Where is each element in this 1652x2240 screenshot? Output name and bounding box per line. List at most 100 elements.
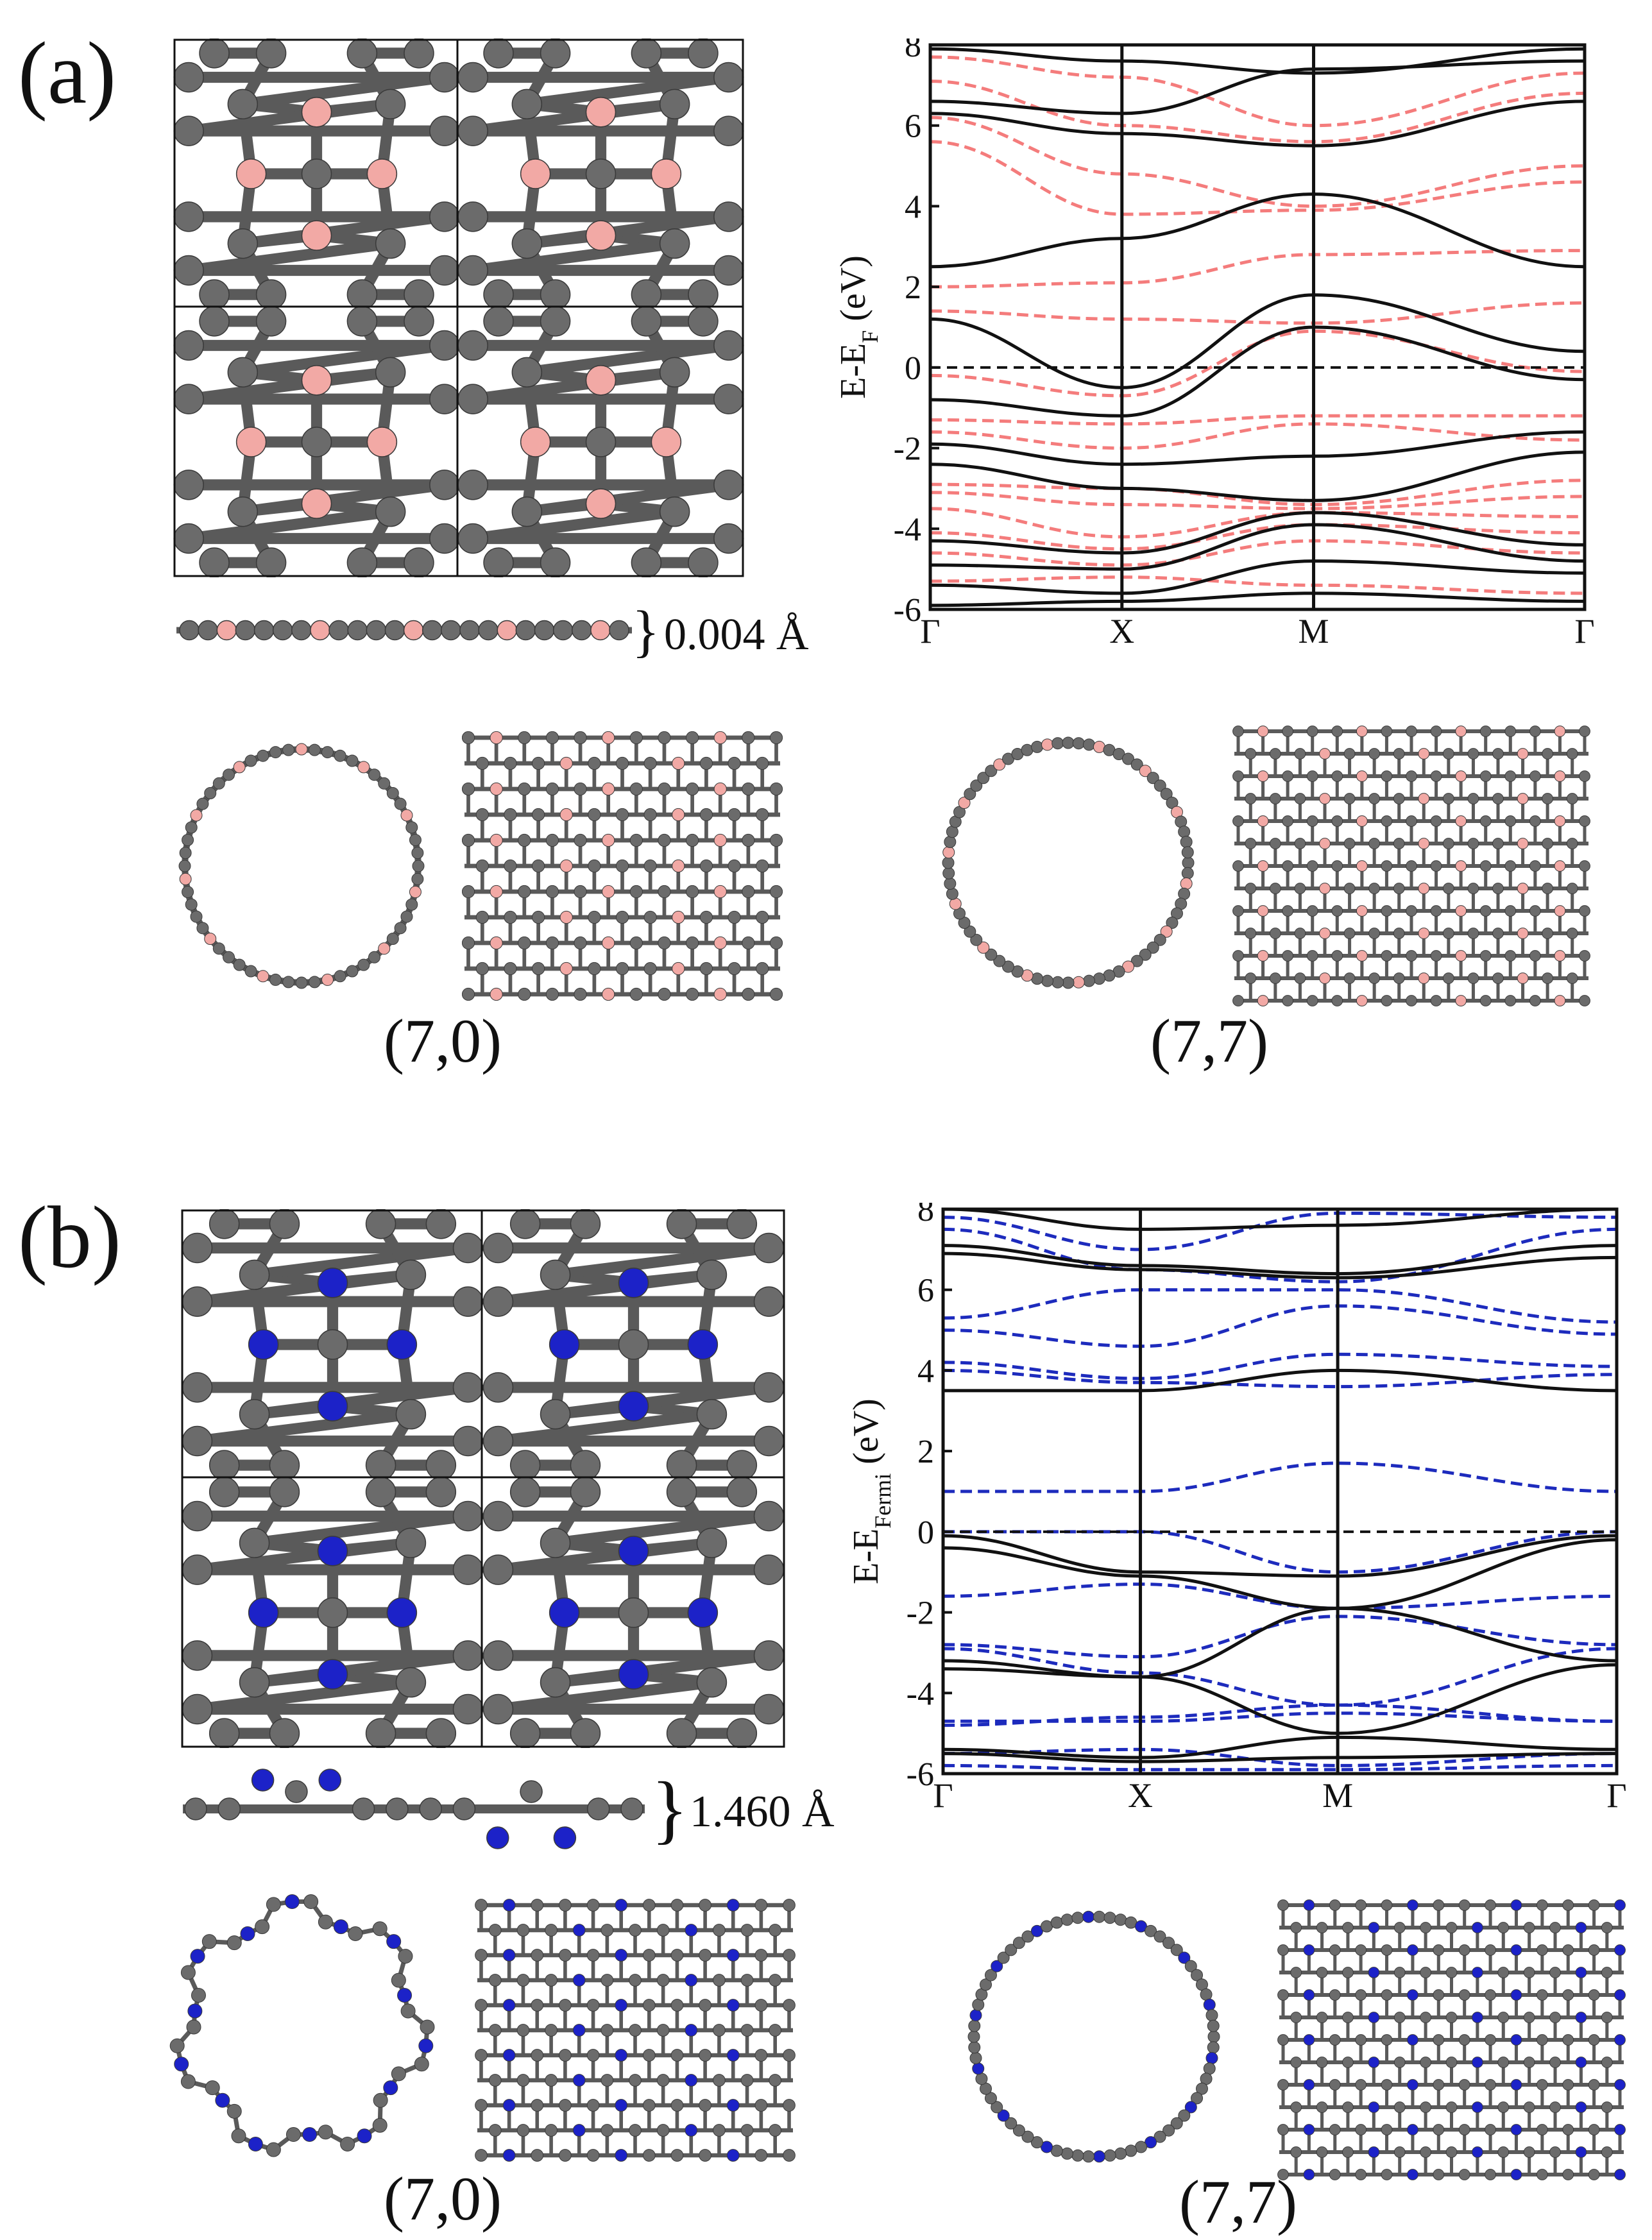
carbon-atom [620,1797,643,1820]
carbon-atom [756,859,769,873]
carbon-atom [531,859,545,873]
carbon-atom [1504,860,1517,872]
carbon-atom [688,279,719,310]
carbon-atom [509,1209,541,1239]
carbon-atom [1122,752,1134,765]
carbon-atom [457,255,488,286]
carbon-atom [600,2024,614,2037]
carbon-atom [570,1450,601,1481]
carbon-atom [1381,725,1393,737]
carbon-atom [586,1999,600,2012]
heteroatom [1614,2079,1626,2091]
heteroatom [1203,1998,1216,2011]
carbon-atom [482,1640,514,1671]
heteroatom [1418,928,1430,939]
carbon-atom [1331,770,1343,782]
carbon-atom [375,89,406,120]
carbon-atom [398,1949,413,1964]
carbon-atom [600,2074,614,2087]
carbon-atom [629,936,643,950]
carbon-atom [659,228,690,259]
carbon-atom [1316,2101,1328,2113]
carbon-atom [1492,748,1504,759]
carbon-atom [1355,1989,1367,2001]
carbon-atom [1458,2169,1470,2180]
carbon-atom [1030,2136,1043,2149]
spin-polarized-band [943,1582,1617,1610]
carbon-atom [198,620,218,641]
carbon-atom [1103,2149,1116,2162]
spin-polarized-band [943,1711,1617,1723]
carbon-atom [1012,1937,1025,1949]
carbon-atom [1406,995,1417,1006]
spin-polarized-band [943,1703,1617,1727]
heteroatom [1554,995,1566,1006]
carbon-atom [414,2057,429,2072]
heteroatom [1614,1944,1626,1956]
carbon-atom [366,620,387,641]
spin-polarized-band [943,1530,1617,1574]
carbon-atom [1393,2057,1406,2068]
carbon-atom [1588,1944,1600,1956]
heteroatom [1455,905,1467,917]
heteroatom [572,1924,586,1937]
carbon-atom [642,1899,656,1912]
carbon-atom [586,2049,600,2062]
carbon-atom [1442,838,1454,849]
heteroatom [602,885,615,899]
carbon-atom [282,743,295,756]
carbon-atom [643,808,657,822]
carbon-atom [713,1974,726,1987]
carbon-atom [964,788,976,801]
carbon-atom [1306,995,1318,1006]
heteroatom [726,2049,740,2062]
heteroatom [618,1659,649,1690]
carbon-atom [1041,974,1054,987]
carbon-atom [255,1919,270,1935]
carbon-atom [1269,793,1281,804]
heteroatom [1510,2034,1522,2046]
heteroatom [1418,793,1430,804]
carbon-atom [1492,883,1504,894]
band-lines [930,47,1585,607]
carbon-atom [1433,2034,1445,2046]
heteroatom [685,1974,698,1987]
carbon-atom [685,782,699,796]
heteroatom [1319,838,1331,849]
heteroatom [651,427,682,457]
heteroatom [1614,2124,1626,2135]
carbon-atom [643,756,657,770]
heteroatom [1575,2057,1587,2068]
carbon-atom [282,976,295,988]
carbon-atom [1542,793,1554,804]
carbon-atom [1442,972,1454,984]
carbon-atom [346,306,378,337]
carbon-atom [1205,2009,1218,2022]
carbon-atom [699,2149,711,2162]
carbon-atom [255,279,287,310]
heteroatom [190,1949,205,1964]
heteroatom [1614,2034,1626,2046]
carbon-atom [201,1934,217,1949]
carbon-atom [291,620,312,641]
carbon-atom [411,847,424,860]
carbon-atom [1294,928,1306,939]
carbon-atom [301,158,332,189]
band [930,99,1585,148]
carbon-atom [754,2099,768,2112]
heteroatom [602,936,615,950]
heteroatom [1356,950,1368,962]
carbon-atom [409,834,422,847]
carbon-atom [173,470,204,500]
carbon-atom [186,2019,201,2035]
heteroatom [615,2099,628,2112]
carbon-atom [540,1398,571,1430]
band [930,511,1585,555]
carbon-atom [1406,860,1417,872]
heteroatom [1356,815,1368,827]
y-tick-label: 8 [905,38,921,64]
carbon-atom [1566,972,1578,984]
carbon-atom [1430,815,1442,827]
carbon-atom [1277,2034,1289,2046]
carbon-atom [1207,2019,1220,2032]
